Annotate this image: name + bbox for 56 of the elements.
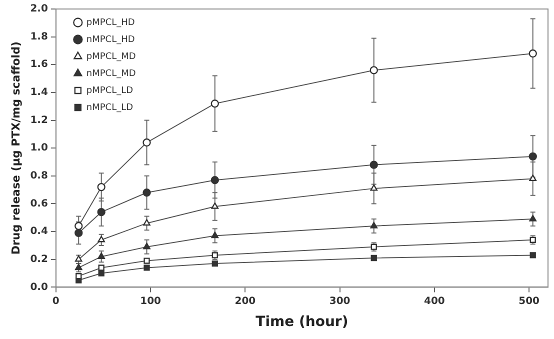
x-tick-label: 200 xyxy=(234,296,256,307)
x-tick-label: 0 xyxy=(52,296,60,307)
legend-label: pMPCL_LD xyxy=(86,86,134,96)
point xyxy=(212,260,218,267)
point xyxy=(529,214,536,222)
point xyxy=(74,255,82,262)
x-tick-label: 100 xyxy=(140,296,162,307)
point xyxy=(143,219,150,226)
point xyxy=(98,270,104,276)
point xyxy=(370,184,378,191)
y-tick-label: 1.6 xyxy=(30,59,48,70)
y-tick-label: 0.4 xyxy=(30,226,48,238)
x-tick-label: 400 xyxy=(424,296,445,307)
point xyxy=(98,264,104,271)
y-tick-label: 0.0 xyxy=(30,282,48,293)
point xyxy=(98,252,105,259)
point xyxy=(370,66,378,74)
legend-label: nMPCL_HD xyxy=(86,34,135,45)
y-tick-label: 1.2 xyxy=(30,114,48,126)
point xyxy=(74,222,83,230)
point xyxy=(530,252,536,258)
point xyxy=(528,152,537,161)
point xyxy=(142,138,151,147)
y-tick-label: 2.0 xyxy=(30,4,48,15)
legend-label: pMPCL_MD xyxy=(86,52,136,62)
point xyxy=(76,272,82,280)
x-tick-label: 300 xyxy=(329,296,350,307)
y-tick-label: 0.8 xyxy=(30,170,48,182)
point xyxy=(370,222,378,228)
point xyxy=(74,228,83,238)
point xyxy=(97,208,106,216)
x-axis-title: Time (hour) xyxy=(256,314,348,330)
legend-label: pMPCL_HD xyxy=(86,18,135,28)
point xyxy=(142,188,151,197)
y-tick-label: 1.4 xyxy=(30,87,48,98)
point xyxy=(210,176,219,184)
y-tick-label: 1.0 xyxy=(30,142,48,154)
point xyxy=(143,242,150,250)
point xyxy=(210,99,219,108)
x-tick-label: 500 xyxy=(518,296,540,307)
legend-label: nMPCL_LD xyxy=(86,102,134,113)
point xyxy=(97,182,106,192)
y-axis-title: Drug release (µg PTX/mg scaffold) xyxy=(9,42,22,255)
point xyxy=(211,232,219,238)
point xyxy=(98,236,105,242)
point xyxy=(370,254,377,262)
point xyxy=(211,202,219,209)
y-tick-label: 1.8 xyxy=(30,31,48,42)
point xyxy=(370,160,378,169)
point xyxy=(528,49,537,58)
point xyxy=(529,174,536,182)
y-tick-label: 0.2 xyxy=(30,254,48,265)
legend-label: nMPCL_MD xyxy=(86,68,136,79)
point xyxy=(144,258,150,264)
y-tick-label: 0.6 xyxy=(30,198,48,210)
point xyxy=(144,264,150,271)
